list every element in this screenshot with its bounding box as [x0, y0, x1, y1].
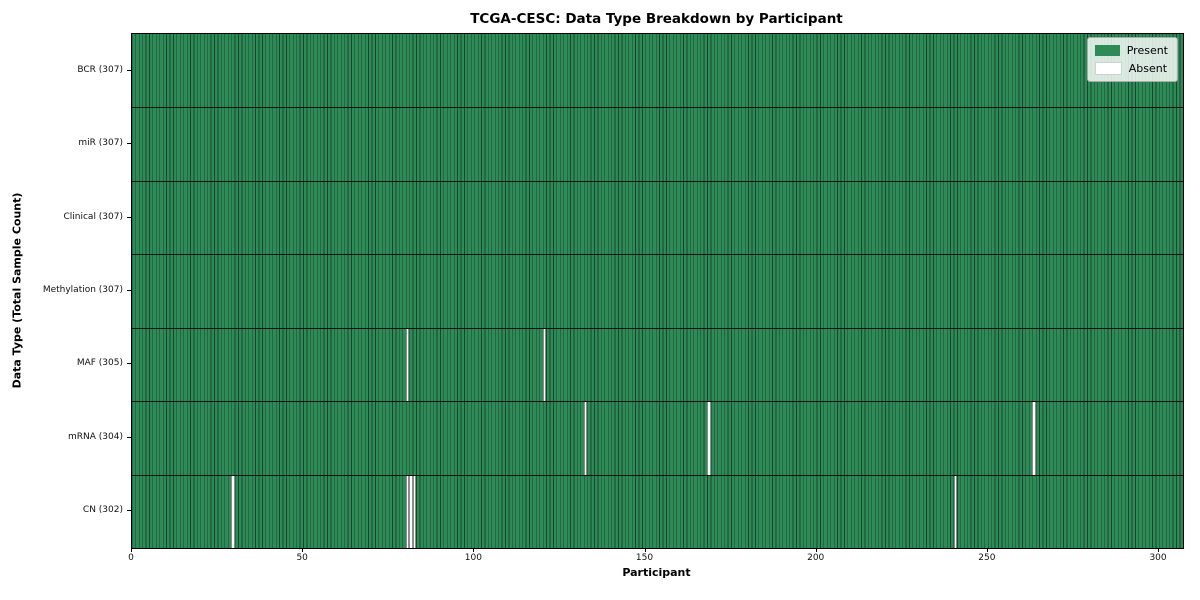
absent-cell: [231, 475, 235, 548]
heatmap-row-clinical: [132, 180, 1183, 255]
y-tick-label-cn: CN (302): [82, 505, 123, 516]
legend-label: Present: [1126, 44, 1168, 57]
heatmap-row-mir: [132, 107, 1183, 181]
x-tick-mark: [131, 548, 132, 552]
x-tick-mark: [815, 548, 817, 552]
absent-cell: [412, 475, 417, 548]
chart-title: TCGA-CESC: Data Type Breakdown by Partic…: [470, 11, 843, 27]
y-tick-label-maf: MAF (305): [76, 358, 123, 369]
absent-cell: [953, 475, 958, 548]
absent-cell: [1032, 402, 1036, 475]
y-tick-label-mrna: mRNA (304): [68, 431, 123, 442]
legend-swatch-absent: [1094, 62, 1122, 75]
x-tick-label: 0: [128, 553, 134, 563]
y-tick-mark: [127, 69, 131, 71]
x-tick-mark: [473, 548, 475, 552]
absent-cell: [409, 475, 413, 548]
y-tick-label-clinical: Clinical (307): [63, 211, 123, 222]
absent-cell: [542, 328, 547, 402]
y-tick-label-mir: miR (307): [78, 138, 123, 149]
absent-cell: [405, 475, 410, 548]
legend-label: Absent: [1128, 62, 1168, 75]
y-tick-mark: [127, 143, 131, 145]
x-tick-mark: [644, 548, 646, 552]
absent-cell: [583, 402, 588, 475]
y-tick-mark: [127, 290, 131, 291]
heatmap-row-methylation: [132, 254, 1183, 328]
x-tick-label: 50: [296, 553, 308, 563]
legend-item-present: Present: [1094, 44, 1168, 57]
y-tick-label-methylation: Methylation (307): [42, 285, 123, 295]
legend-item-absent: Absent: [1094, 62, 1168, 75]
heatmap-row-mrna: [132, 401, 1183, 475]
x-tick-mark: [1158, 548, 1160, 552]
x-tick-label: 300: [1149, 553, 1167, 563]
x-tick-label: 150: [635, 553, 654, 563]
y-tick-mark: [127, 436, 131, 438]
x-tick-label: 200: [807, 553, 825, 563]
plot-area: Present Absent: [131, 33, 1184, 549]
y-tick-mark: [127, 216, 131, 218]
absent-cell: [405, 328, 410, 402]
y-axis-label: Data Type (Total Sample Count): [10, 192, 24, 389]
heatmap-row-bcr: [132, 34, 1183, 108]
x-axis-label: Participant: [622, 566, 691, 579]
absent-cell: [707, 402, 711, 475]
x-tick-label: 250: [978, 553, 996, 563]
y-tick-mark: [127, 510, 131, 512]
x-tick-label: 100: [464, 553, 482, 563]
heatmap-row-cn: [132, 474, 1183, 548]
y-tick-mark: [127, 363, 131, 365]
x-tick-mark: [986, 548, 988, 552]
heatmap-row-maf: [132, 327, 1183, 402]
legend-swatch-present: [1094, 45, 1120, 56]
legend: Present Absent: [1086, 37, 1178, 82]
x-tick-mark: [302, 548, 304, 552]
y-tick-label-bcr: BCR (307): [77, 64, 123, 75]
